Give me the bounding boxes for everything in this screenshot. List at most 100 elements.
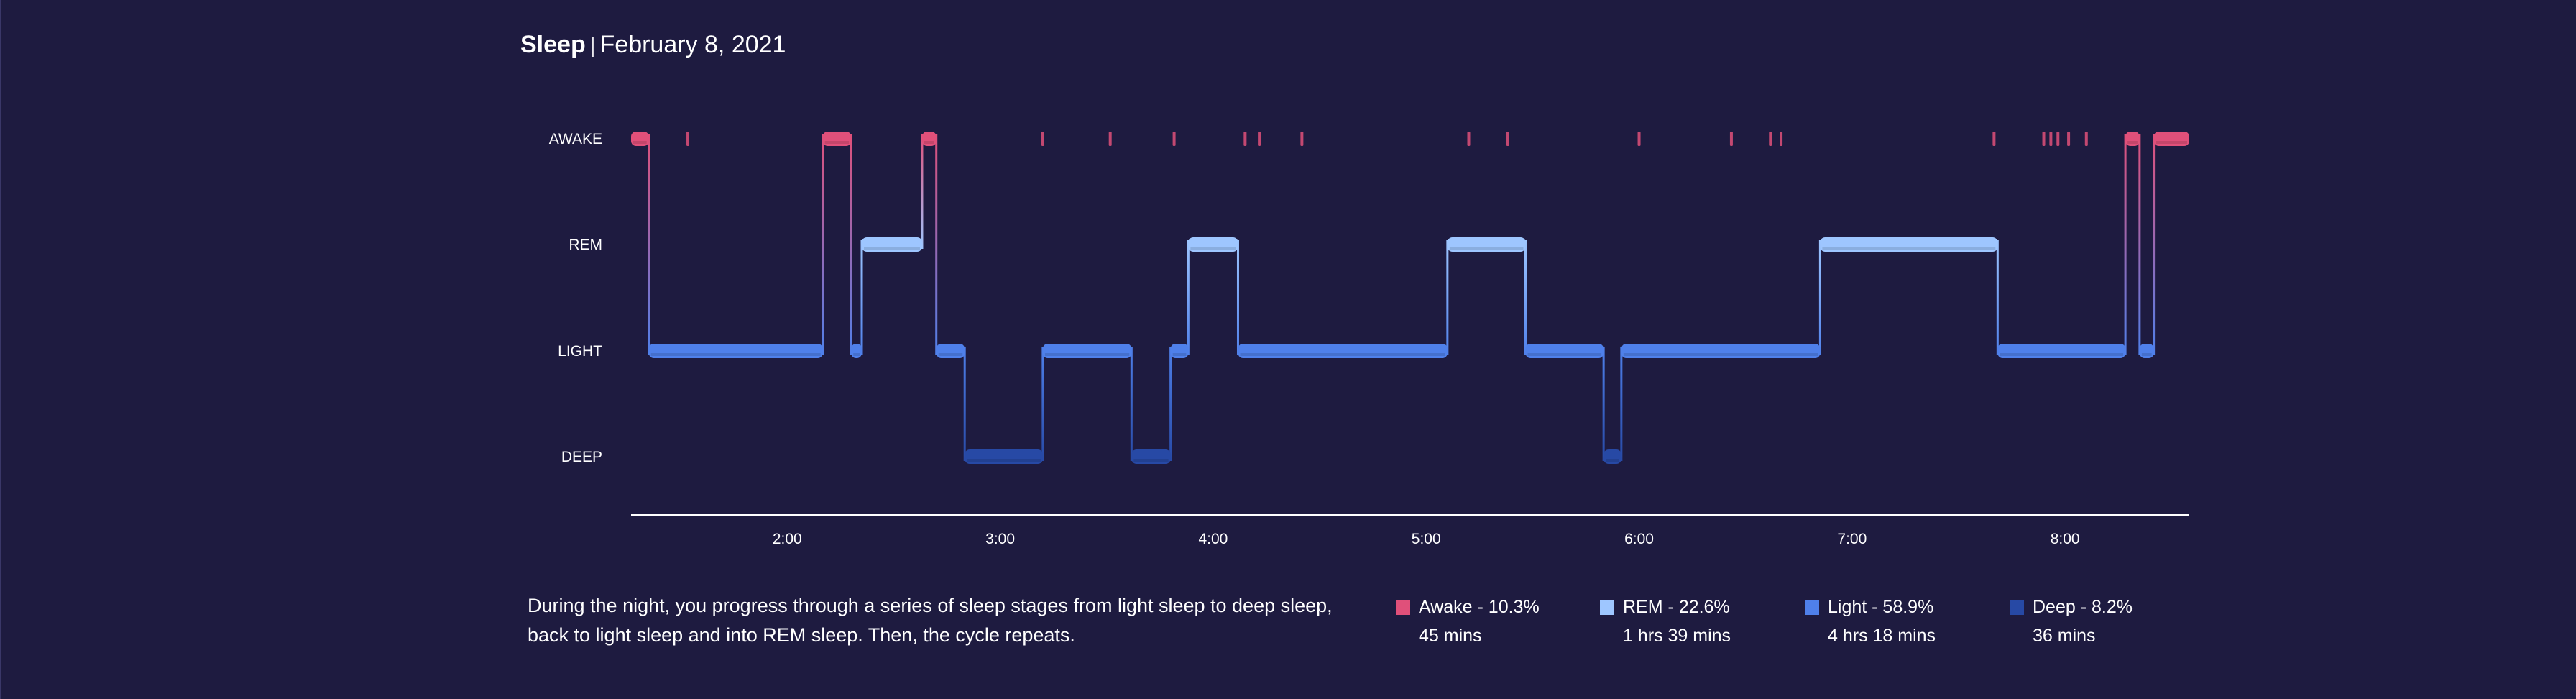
time-tick-label: 3:00 — [985, 531, 1015, 547]
segment-shade — [1240, 353, 1445, 356]
segment-awake — [2153, 132, 2189, 146]
legend-swatch-deep — [2010, 600, 2024, 615]
segment-light — [1621, 344, 1821, 358]
brief-awakening-mark — [1729, 132, 1733, 146]
segment-shade — [924, 141, 934, 144]
stage-label-deep: DEEP — [561, 449, 602, 465]
time-tick-label: 7:00 — [1837, 531, 1867, 547]
segment-light — [1238, 344, 1448, 358]
sleep-stage-chart: AWAKE REM LIGHT DEEP 2:00 3:00 4:00 5:00 6:00 7:… — [549, 131, 2189, 547]
segment-light — [1525, 344, 1604, 358]
stage-transition — [921, 134, 924, 249]
stage-segments — [631, 132, 2189, 464]
segment-rem — [1188, 237, 1238, 252]
stage-transition — [850, 134, 852, 355]
time-tick-label: 5:00 — [1412, 531, 1441, 547]
time-tick-label: 2:00 — [773, 531, 802, 547]
legend-label-deep: Deep - 8.2% — [2033, 597, 2133, 617]
stage-transition — [2138, 134, 2141, 355]
brief-awakening-mark — [686, 132, 690, 146]
stage-axis-labels: AWAKE REM LIGHT DEEP — [549, 131, 602, 465]
brief-awakening-mark — [1992, 132, 1996, 146]
legend-swatch-rem — [1600, 600, 1614, 615]
segment-awake — [2125, 132, 2140, 146]
legend-swatch-light — [1805, 600, 1819, 615]
time-axis-labels: 2:00 3:00 4:00 5:00 6:00 7:00 8:00 — [773, 531, 2080, 547]
brief-awakening-mark — [1041, 132, 1044, 146]
stage-transition — [2124, 134, 2127, 355]
legend-swatch-awake — [1396, 600, 1410, 615]
stage-transition — [2153, 134, 2156, 355]
legend-duration-deep: 36 mins — [2033, 626, 2096, 646]
brief-awakening-mark — [1467, 132, 1471, 146]
segment-light — [936, 344, 965, 358]
segment-shade — [853, 353, 860, 356]
sleep-description: During the night, you progress through a… — [528, 595, 1333, 646]
brief-awakening-mark — [1506, 132, 1509, 146]
time-tick-label: 6:00 — [1624, 531, 1654, 547]
segment-shade — [2000, 353, 2124, 356]
segment-deep — [965, 449, 1043, 464]
legend-duration-rem: 1 hrs 39 mins — [1623, 626, 1731, 646]
segment-shade — [1527, 353, 1602, 356]
segment-light — [2139, 344, 2154, 358]
segment-shade — [1606, 459, 1619, 462]
brief-awakening-mark — [1300, 132, 1304, 146]
title-main: Sleep — [520, 31, 586, 58]
legend-duration-awake: 45 mins — [1419, 626, 1482, 646]
stage-transition — [1602, 347, 1605, 461]
segment-shade — [2128, 141, 2138, 144]
stage-transition — [963, 347, 966, 461]
segment-light — [1997, 344, 2126, 358]
stage-transition — [1996, 240, 1999, 355]
segment-shade — [1449, 247, 1524, 250]
stage-transition — [1818, 240, 1821, 355]
segment-shade — [1133, 459, 1169, 462]
segment-shade — [2141, 353, 2152, 356]
segment-shade — [1822, 247, 1996, 250]
segment-shade — [650, 353, 821, 356]
brief-awakening-mark — [2056, 132, 2060, 146]
segment-deep — [1131, 449, 1171, 464]
stage-transitions — [648, 134, 2156, 461]
stage-transition — [822, 134, 824, 355]
brief-awakening-mark — [1172, 132, 1176, 146]
page-title: Sleep | February 8, 2021 — [520, 27, 786, 63]
stage-transition — [1446, 240, 1449, 355]
brief-awakenings — [686, 132, 2088, 146]
time-tick-label: 4:00 — [1198, 531, 1228, 547]
stage-transition — [1524, 240, 1527, 355]
brief-awakening-mark — [2042, 132, 2046, 146]
stage-transition — [1236, 240, 1239, 355]
stage-transition — [1620, 347, 1623, 461]
segment-shade — [1190, 247, 1236, 250]
segment-shade — [2156, 141, 2187, 144]
stage-transition — [1041, 347, 1044, 461]
frame-edge — [0, 0, 1, 699]
segment-rem — [1447, 237, 1526, 252]
stage-label-awake: AWAKE — [549, 131, 602, 147]
title-separator: | — [589, 34, 596, 58]
brief-awakening-mark — [1769, 132, 1772, 146]
segment-rem — [1820, 237, 1998, 252]
segment-shade — [1044, 353, 1130, 356]
stage-transition — [1187, 240, 1190, 355]
segment-light — [648, 344, 823, 358]
brief-awakening-mark — [2067, 132, 2071, 146]
legend-label-light: Light - 58.9% — [1828, 597, 1934, 617]
stage-transition — [935, 134, 938, 355]
segment-shade — [864, 247, 920, 250]
segment-light — [1042, 344, 1132, 358]
segment-awake — [822, 132, 852, 146]
brief-awakening-mark — [1258, 132, 1261, 146]
segment-shade — [1172, 353, 1187, 356]
segment-rem — [862, 237, 922, 252]
legend-label-rem: REM - 22.6% — [1623, 597, 1730, 617]
stage-label-light: LIGHT — [558, 343, 602, 360]
brief-awakening-mark — [2049, 132, 2053, 146]
brief-awakening-mark — [1780, 132, 1783, 146]
segment-shade — [967, 459, 1041, 462]
legend-duration-light: 4 hrs 18 mins — [1828, 626, 1936, 646]
title-date: February 8, 2021 — [599, 31, 786, 58]
segment-shade — [1623, 353, 1818, 356]
